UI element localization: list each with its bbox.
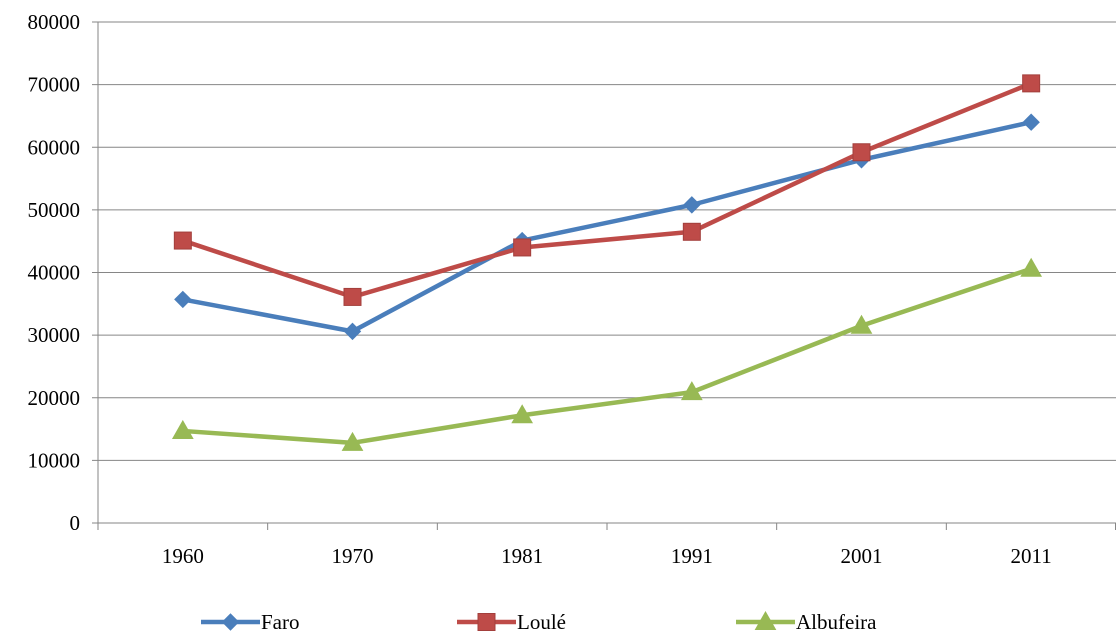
series-line bbox=[180, 266, 1034, 446]
series-faro bbox=[174, 113, 1040, 341]
legend-item: Albufeira bbox=[736, 610, 877, 634]
series-line bbox=[180, 119, 1034, 334]
data-point bbox=[174, 290, 192, 309]
x-tick-label: 1970 bbox=[332, 544, 374, 568]
x-tick-label: 1981 bbox=[501, 544, 543, 568]
x-tick-label: 2011 bbox=[1011, 544, 1052, 568]
data-point bbox=[1022, 113, 1040, 131]
x-tick-label: 1991 bbox=[671, 544, 713, 568]
y-tick-label: 50000 bbox=[28, 198, 81, 222]
y-tick-label: 40000 bbox=[28, 261, 81, 285]
x-tick-label: 2001 bbox=[841, 544, 883, 568]
axes bbox=[92, 21, 1116, 530]
y-tick-label: 80000 bbox=[28, 10, 81, 34]
data-point bbox=[680, 381, 703, 401]
data-point bbox=[513, 238, 532, 257]
legend-marker bbox=[754, 610, 777, 630]
y-tick-labels: 0 10000 20000 30000 40000 50000 60000 70000 8000… bbox=[28, 10, 81, 535]
data-point bbox=[682, 222, 701, 241]
y-tick-label: 10000 bbox=[28, 448, 81, 472]
legend-item: Loulé bbox=[457, 610, 566, 634]
legend-marker bbox=[477, 613, 496, 631]
data-point bbox=[683, 196, 701, 214]
series-loule bbox=[173, 74, 1041, 306]
x-tick-labels: 1960 1970 1981 1991 2001 2011 bbox=[162, 544, 1052, 568]
legend-item: Faro bbox=[201, 610, 300, 634]
data-point bbox=[850, 314, 873, 334]
series-line bbox=[180, 81, 1034, 300]
x-tick-label: 1960 bbox=[162, 544, 204, 568]
data-point bbox=[343, 287, 362, 306]
y-tick-label: 70000 bbox=[28, 73, 81, 97]
data-point bbox=[1022, 74, 1041, 93]
series-albufeira bbox=[171, 257, 1043, 451]
y-tick-label: 0 bbox=[70, 511, 81, 535]
data-point bbox=[852, 143, 871, 162]
legend-marker bbox=[221, 613, 240, 631]
data-point bbox=[1020, 257, 1043, 277]
data-point bbox=[171, 419, 194, 439]
legend-label: Faro bbox=[261, 610, 300, 634]
series bbox=[171, 74, 1043, 451]
data-point bbox=[173, 231, 192, 250]
legend: Faro Loulé Albufeira bbox=[201, 610, 877, 634]
data-point bbox=[343, 322, 362, 341]
gridlines bbox=[98, 21, 1116, 461]
data-point bbox=[511, 404, 534, 424]
y-tick-label: 60000 bbox=[28, 135, 81, 159]
legend-label: Albufeira bbox=[796, 610, 877, 634]
y-tick-label: 30000 bbox=[28, 323, 81, 347]
data-point bbox=[341, 431, 364, 451]
y-tick-label: 20000 bbox=[28, 386, 81, 410]
legend-label: Loulé bbox=[517, 610, 566, 634]
